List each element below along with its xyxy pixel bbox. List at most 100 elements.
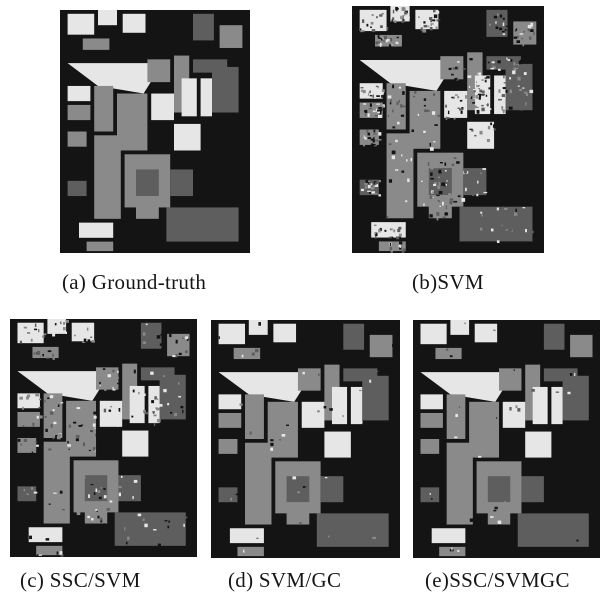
noise-speck xyxy=(68,424,71,428)
noise-speck xyxy=(373,224,377,227)
noise-speck xyxy=(86,327,89,331)
noise-speck xyxy=(509,407,512,411)
noise-speck xyxy=(379,43,382,47)
noise-speck xyxy=(374,184,379,187)
map-region xyxy=(233,347,261,360)
noise-speck xyxy=(367,184,371,189)
map-region xyxy=(369,334,393,358)
map-region xyxy=(67,104,91,121)
noise-speck xyxy=(509,77,512,80)
noise-speck xyxy=(431,497,433,500)
noise-speck xyxy=(387,115,390,118)
noise-speck xyxy=(439,157,441,161)
noise-speck xyxy=(486,138,490,143)
noise-speck xyxy=(367,137,372,139)
map-region xyxy=(245,442,272,525)
map-region xyxy=(94,135,121,219)
noise-speck xyxy=(239,403,243,406)
noise-speck xyxy=(153,414,157,417)
noise-speck xyxy=(397,121,400,125)
noise-speck xyxy=(463,170,468,174)
noise-speck xyxy=(489,145,493,147)
noise-speck xyxy=(510,59,513,62)
noise-speck xyxy=(40,354,43,358)
noise-speck xyxy=(522,44,525,47)
noise-speck xyxy=(437,200,440,203)
noise-speck xyxy=(452,67,457,70)
noise-speck xyxy=(444,97,446,99)
noise-speck xyxy=(132,496,134,500)
noise-speck xyxy=(502,109,505,112)
noise-speck xyxy=(413,91,417,94)
noise-speck xyxy=(52,437,55,440)
noise-speck xyxy=(555,391,560,393)
noise-speck xyxy=(515,64,519,69)
noise-speck xyxy=(415,109,419,113)
noise-speck xyxy=(389,246,392,251)
noise-speck xyxy=(95,509,98,511)
map-region xyxy=(525,431,552,458)
noise-speck xyxy=(523,487,527,491)
noise-speck xyxy=(401,154,403,157)
noise-speck xyxy=(381,243,384,247)
noise-speck xyxy=(449,200,453,205)
noise-speck xyxy=(52,357,55,360)
noise-speck xyxy=(544,520,548,523)
noise-speck xyxy=(168,520,171,523)
noise-speck xyxy=(374,182,377,186)
noise-speck xyxy=(402,91,405,95)
noise-speck xyxy=(529,89,534,94)
noise-speck xyxy=(436,212,440,216)
noise-speck xyxy=(342,415,344,418)
noise-speck xyxy=(478,455,482,458)
noise-speck xyxy=(362,89,366,94)
noise-speck xyxy=(76,407,81,410)
noise-speck xyxy=(478,72,481,76)
map-region xyxy=(114,512,186,546)
noise-speck xyxy=(450,168,452,171)
noise-speck xyxy=(400,39,402,43)
noise-speck xyxy=(106,508,110,511)
noise-speck xyxy=(490,228,494,232)
noise-speck xyxy=(103,495,107,499)
map-region xyxy=(324,431,351,458)
noise-speck xyxy=(523,72,527,76)
noise-speck xyxy=(378,194,382,197)
noise-speck xyxy=(162,375,166,377)
noise-speck xyxy=(92,447,96,451)
noise-speck xyxy=(399,247,402,250)
noise-speck xyxy=(432,19,436,22)
map-region xyxy=(420,394,443,410)
map-region xyxy=(122,13,146,33)
noise-speck xyxy=(375,105,379,109)
map-region xyxy=(17,322,44,344)
map-region xyxy=(331,386,348,425)
noise-speck xyxy=(485,94,488,97)
noise-speck xyxy=(270,447,274,451)
noise-speck xyxy=(372,143,376,146)
noise-speck xyxy=(27,394,31,398)
noise-speck xyxy=(491,58,495,62)
noise-speck xyxy=(95,488,98,492)
noise-speck xyxy=(395,41,399,44)
noise-speck xyxy=(433,141,436,143)
noise-speck xyxy=(169,333,172,338)
noise-speck xyxy=(427,25,430,28)
map-graphic xyxy=(420,320,593,557)
noise-speck xyxy=(144,411,148,415)
noise-speck xyxy=(462,68,466,70)
noise-speck xyxy=(365,112,367,117)
map-region xyxy=(47,319,67,334)
noise-speck xyxy=(507,59,511,61)
noise-speck xyxy=(137,477,140,481)
noise-speck xyxy=(44,416,47,418)
noise-speck xyxy=(505,25,508,28)
noise-speck xyxy=(431,24,435,28)
noise-speck xyxy=(95,433,99,437)
noise-speck xyxy=(391,150,396,155)
noise-speck xyxy=(483,191,488,194)
noise-speck xyxy=(142,332,146,336)
noise-speck xyxy=(436,194,440,197)
noise-speck xyxy=(370,21,374,25)
noise-speck xyxy=(371,191,376,194)
